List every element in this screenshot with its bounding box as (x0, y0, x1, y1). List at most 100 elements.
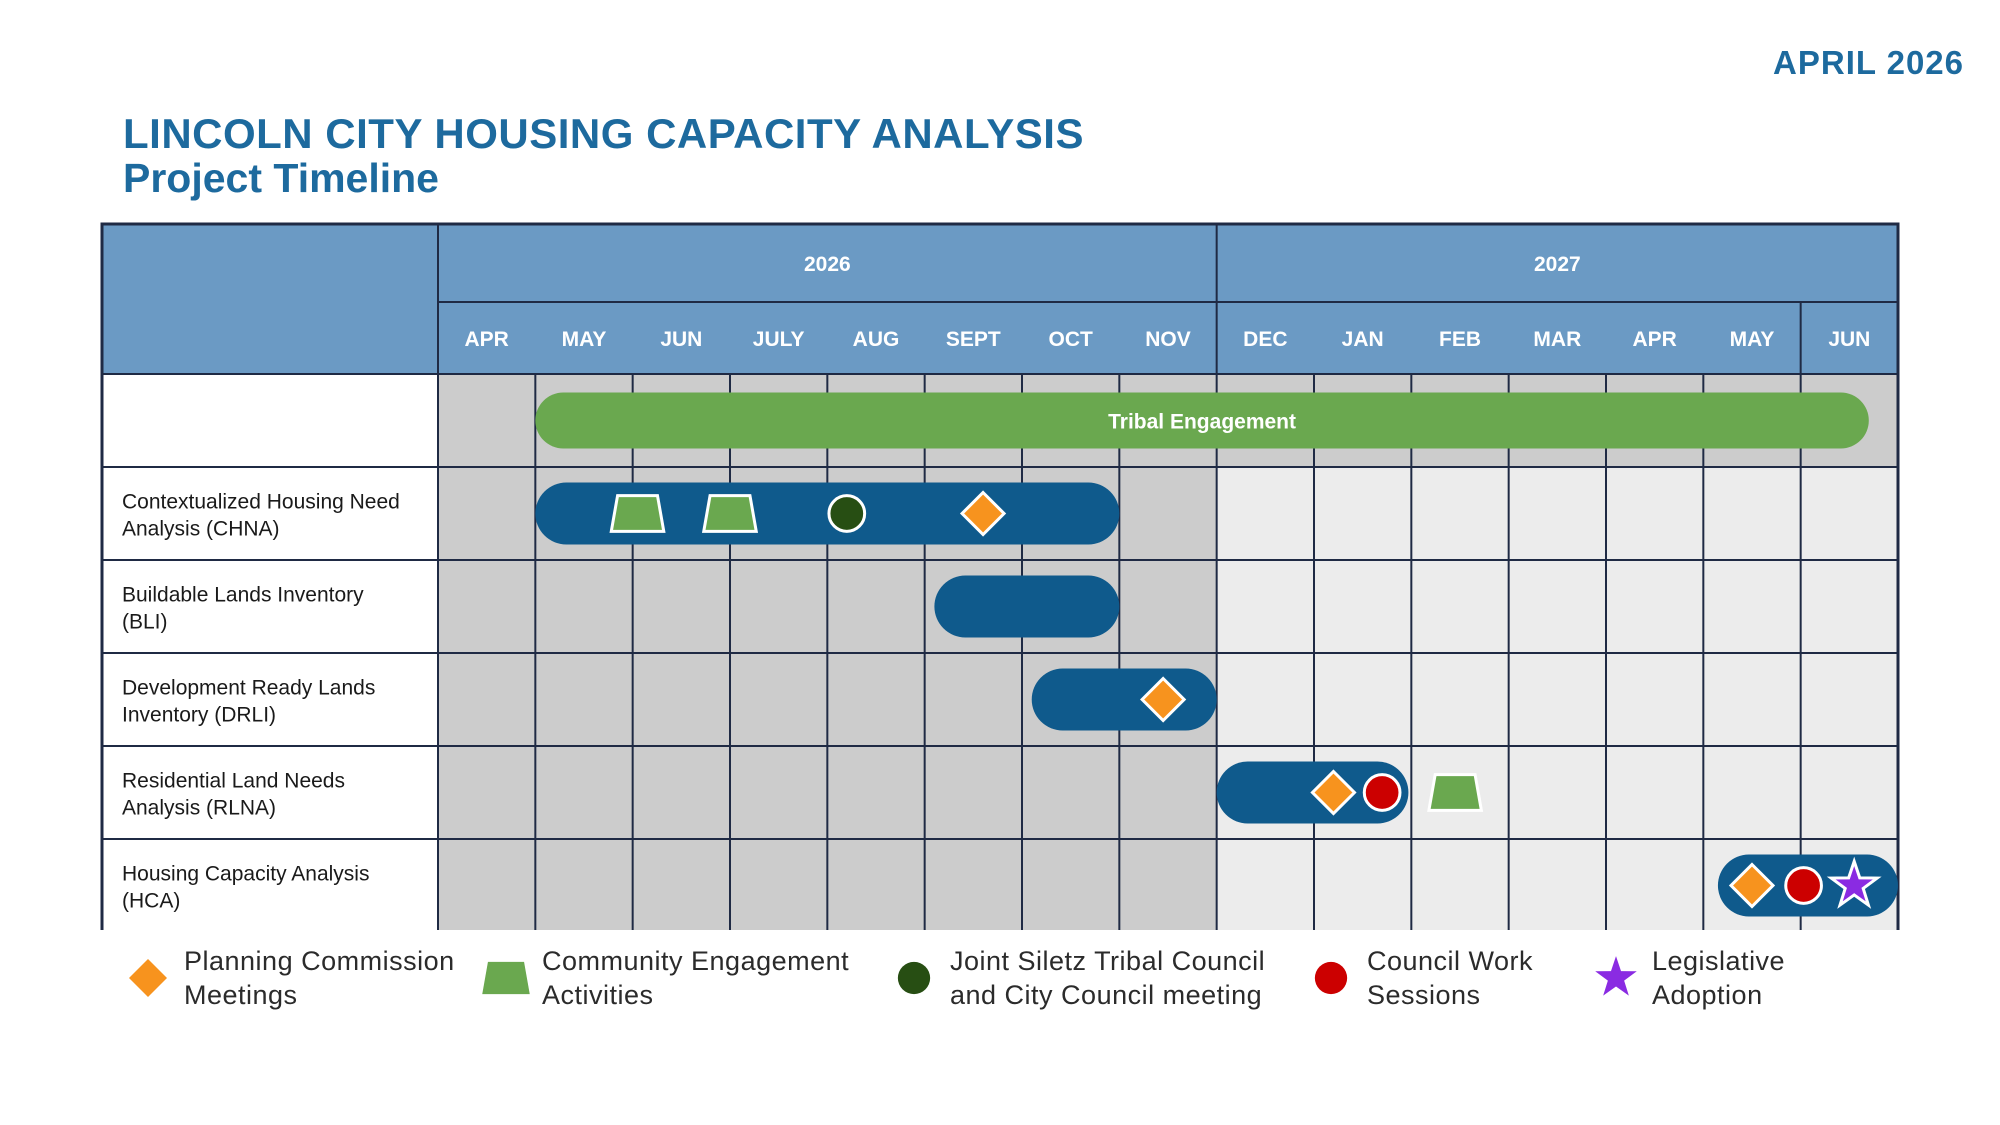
year-label: 2026 (804, 253, 851, 276)
grid-cell (1216, 467, 1314, 560)
timeline-bar (535, 392, 1869, 449)
diamond-icon (1140, 676, 1187, 723)
grid-cell (827, 560, 925, 653)
month-label: APR (1632, 328, 1676, 351)
star-icon (1595, 956, 1637, 996)
grid-cell (1411, 467, 1509, 560)
trapezoid-icon (701, 494, 759, 533)
grid-cell (535, 746, 633, 839)
grid-cell (1314, 560, 1412, 653)
grid-cell (632, 839, 730, 930)
month-label: OCT (1049, 328, 1094, 351)
grid-cell (924, 839, 1022, 930)
grid-cell (827, 839, 925, 930)
grid-cell (730, 560, 828, 653)
grid-cell (1216, 560, 1314, 653)
legend-label: Legislative Adoption (1652, 946, 1786, 1010)
grid-cell (924, 653, 1022, 746)
timeline-bar (1031, 668, 1217, 731)
grid-cell (730, 653, 828, 746)
grid-cell (730, 746, 828, 839)
grid-cell (1703, 746, 1801, 839)
grid-cell (1606, 560, 1704, 653)
month-label: MAY (562, 328, 607, 351)
page-subtitle: Project Timeline (123, 155, 439, 201)
timeline-chart: Contextualized Housing Need Analysis (CHN… (100, 222, 1900, 930)
legend-label: Planning Commission Meetings (184, 946, 455, 1010)
row-label-line: Development Ready Lands (122, 677, 375, 700)
circle-red-icon (1362, 773, 1402, 812)
grid-cell (438, 374, 536, 467)
row-label-line: Analysis (RLNA) (122, 797, 276, 820)
month-label: SEPT (946, 328, 1001, 351)
grid-cell (730, 839, 828, 930)
legend-label: Community Engagement Activities (542, 946, 850, 1010)
grid-cell (1800, 653, 1898, 746)
circle-red-icon (1314, 961, 1348, 995)
grid-cell (1508, 467, 1606, 560)
grid-cell (1606, 746, 1704, 839)
grid-cell (827, 746, 925, 839)
grid-cell (1314, 653, 1412, 746)
month-label: NOV (1145, 328, 1191, 351)
grid-cell (1411, 653, 1509, 746)
month-label: JULY (753, 328, 805, 351)
star-icon (1595, 956, 1637, 996)
row-label-line: Inventory (DRLI) (122, 704, 276, 727)
grid-cell (1314, 839, 1412, 930)
grid-cell (535, 839, 633, 930)
grid-cell (1216, 839, 1314, 930)
grid-cell (1119, 746, 1217, 839)
legend-label: Joint Siletz Tribal Council and City Cou… (950, 946, 1266, 1010)
month-label: FEB (1439, 328, 1481, 351)
timeline-bar (535, 482, 1120, 545)
month-label: MAR (1533, 328, 1581, 351)
grid-cell (1119, 839, 1217, 930)
grid-cell (438, 839, 536, 930)
report-date: APRIL 2026 (1773, 44, 1964, 81)
grid-cell (827, 653, 925, 746)
month-label: JAN (1342, 328, 1384, 351)
grid-cell (1800, 560, 1898, 653)
page-title: LINCOLN CITY HOUSING CAPACITY ANALYSIS (123, 110, 1084, 157)
grid-cell (1508, 839, 1606, 930)
circle-red-icon (1314, 961, 1348, 995)
grid-cell (1119, 467, 1217, 560)
year-label: 2027 (1534, 253, 1581, 276)
diamond-icon (129, 959, 167, 997)
row-label-cell (102, 839, 438, 930)
grid-cell (438, 467, 536, 560)
grid-cell (438, 560, 536, 653)
grid-cell (924, 746, 1022, 839)
grid-cell (1800, 746, 1898, 839)
grid-cell (1800, 467, 1898, 560)
grid-cell (632, 653, 730, 746)
diamond-icon (129, 959, 167, 997)
row-label-line: Contextualized Housing Need (122, 491, 400, 514)
grid-cell (632, 746, 730, 839)
circle-dark-icon (897, 961, 931, 995)
grid-cell (1411, 560, 1509, 653)
month-label: MAY (1730, 328, 1775, 351)
grid-cell (438, 746, 536, 839)
row-label-line: (HCA) (122, 890, 180, 913)
grid-cell (1606, 839, 1704, 930)
grid-cell (535, 653, 633, 746)
circle-dark-icon (897, 961, 931, 995)
trapezoid-icon (609, 494, 666, 533)
grid-cell (1411, 839, 1509, 930)
row-label-line: Housing Capacity Analysis (122, 863, 369, 886)
grid-cell (1216, 653, 1314, 746)
circle-red-icon (1784, 866, 1823, 905)
trapezoid-icon (1427, 773, 1484, 812)
row-label-cell (102, 467, 438, 560)
grid-cell (1703, 653, 1801, 746)
grid-cell (1119, 560, 1217, 653)
star-icon (1826, 856, 1882, 909)
header-background (102, 224, 1898, 374)
table-border (100, 222, 1900, 930)
grid-cell (438, 653, 536, 746)
row-label: Housing Capacity Analysis (HCA) (122, 863, 369, 913)
trapezoid-icon (482, 961, 530, 995)
grid-cell (1606, 653, 1704, 746)
